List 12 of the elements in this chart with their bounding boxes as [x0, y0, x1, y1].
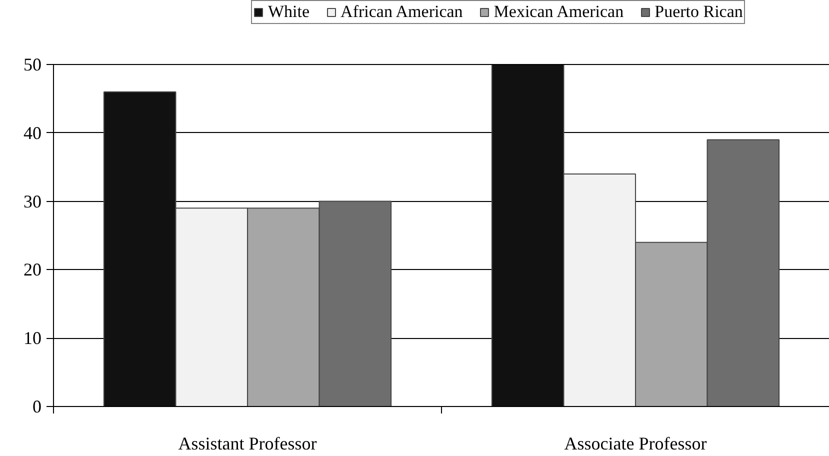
x-tick-label: Associate Professor: [564, 434, 707, 454]
y-tick-label: 0: [32, 396, 42, 416]
y-tick-label: 30: [24, 191, 42, 212]
legend-label: African American: [340, 2, 463, 22]
y-tick-label: 20: [24, 260, 42, 280]
y-tick-label: 40: [24, 122, 42, 143]
x-tick-label: Assistant Professor: [178, 434, 317, 454]
y-tick-label: 50: [24, 54, 42, 74]
legend-label: Mexican American: [494, 2, 624, 22]
legend-label: Puerto Rican: [654, 2, 743, 22]
y-tick-label: 10: [24, 328, 42, 348]
legend-label: White: [268, 2, 310, 22]
